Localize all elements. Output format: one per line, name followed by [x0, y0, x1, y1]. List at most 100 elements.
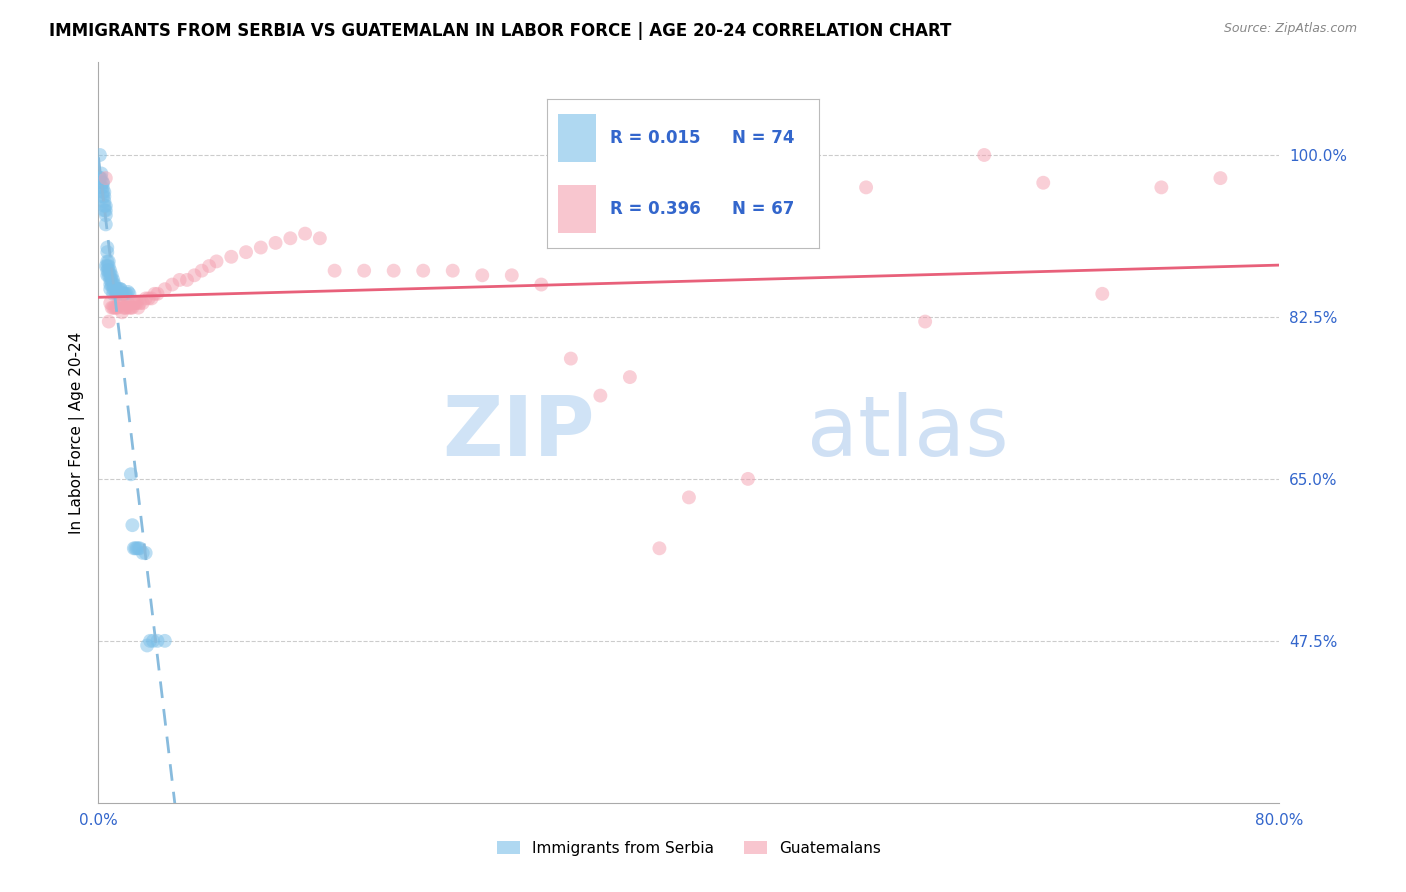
- Point: [138, 292, 160, 306]
- Point: [146, 286, 169, 301]
- Point: [143, 286, 166, 301]
- Point: [111, 286, 134, 301]
- Point: [118, 301, 141, 315]
- Point: [91, 185, 114, 199]
- Point: [117, 285, 139, 299]
- Point: [323, 263, 346, 277]
- Point: [98, 277, 121, 292]
- Point: [96, 254, 118, 268]
- Point: [132, 296, 155, 310]
- Point: [153, 282, 176, 296]
- Point: [104, 301, 127, 315]
- Point: [1032, 176, 1054, 190]
- Point: [115, 286, 138, 301]
- Text: atlas: atlas: [807, 392, 1008, 473]
- Point: [94, 199, 117, 213]
- Point: [93, 203, 115, 218]
- Point: [198, 259, 221, 273]
- Point: [136, 639, 159, 653]
- Point: [93, 189, 115, 203]
- Point: [589, 389, 612, 403]
- Point: [250, 240, 273, 254]
- Point: [127, 301, 149, 315]
- Point: [441, 263, 464, 277]
- Point: [619, 370, 641, 384]
- Point: [169, 273, 191, 287]
- Point: [91, 176, 114, 190]
- Point: [124, 296, 146, 310]
- Point: [91, 176, 114, 190]
- Point: [107, 301, 129, 315]
- Point: [120, 301, 142, 315]
- Point: [128, 541, 150, 556]
- Point: [108, 282, 131, 296]
- Point: [135, 546, 157, 560]
- Point: [120, 467, 142, 482]
- Point: [132, 546, 155, 560]
- Point: [98, 268, 121, 283]
- Point: [121, 301, 143, 315]
- Point: [280, 231, 302, 245]
- Point: [176, 273, 198, 287]
- Point: [142, 633, 165, 648]
- Point: [100, 277, 122, 292]
- Point: [125, 296, 148, 310]
- Point: [103, 277, 125, 292]
- Point: [93, 199, 115, 213]
- Point: [183, 268, 205, 283]
- Point: [108, 296, 131, 310]
- Point: [103, 282, 125, 296]
- Text: ZIP: ZIP: [441, 392, 595, 473]
- Point: [105, 286, 128, 301]
- Point: [105, 301, 128, 315]
- Point: [93, 194, 115, 209]
- Text: IMMIGRANTS FROM SERBIA VS GUATEMALAN IN LABOR FORCE | AGE 20-24 CORRELATION CHAR: IMMIGRANTS FROM SERBIA VS GUATEMALAN IN …: [49, 22, 952, 40]
- Point: [90, 171, 112, 186]
- Point: [104, 282, 127, 296]
- Point: [382, 263, 405, 277]
- Point: [103, 301, 125, 315]
- Point: [162, 277, 183, 292]
- Point: [100, 273, 122, 287]
- Point: [146, 633, 169, 648]
- Point: [96, 259, 118, 273]
- Point: [105, 282, 128, 296]
- Point: [107, 286, 129, 301]
- Point: [97, 314, 120, 328]
- Point: [114, 301, 136, 315]
- Point: [115, 301, 138, 315]
- Point: [111, 305, 134, 319]
- Point: [108, 286, 131, 301]
- Point: [122, 296, 145, 310]
- Point: [96, 268, 118, 283]
- Point: [125, 541, 148, 556]
- Point: [118, 286, 141, 301]
- Point: [94, 259, 117, 273]
- Point: [107, 282, 129, 296]
- Point: [141, 292, 163, 306]
- Point: [96, 263, 118, 277]
- Point: [221, 250, 243, 264]
- Point: [98, 273, 121, 287]
- Point: [114, 286, 136, 301]
- Point: [1091, 286, 1114, 301]
- Point: [110, 286, 132, 301]
- Point: [98, 296, 121, 310]
- Point: [104, 277, 127, 292]
- Point: [139, 633, 162, 648]
- Point: [93, 185, 115, 199]
- Point: [112, 301, 135, 315]
- Point: [89, 171, 111, 186]
- Point: [122, 541, 145, 556]
- Point: [648, 541, 671, 556]
- Point: [1209, 171, 1232, 186]
- Point: [294, 227, 316, 241]
- Point: [103, 286, 125, 301]
- Point: [264, 235, 287, 250]
- Point: [973, 148, 995, 162]
- Point: [100, 268, 122, 283]
- Point: [309, 231, 332, 245]
- Point: [91, 180, 114, 194]
- Point: [205, 254, 228, 268]
- Point: [737, 472, 759, 486]
